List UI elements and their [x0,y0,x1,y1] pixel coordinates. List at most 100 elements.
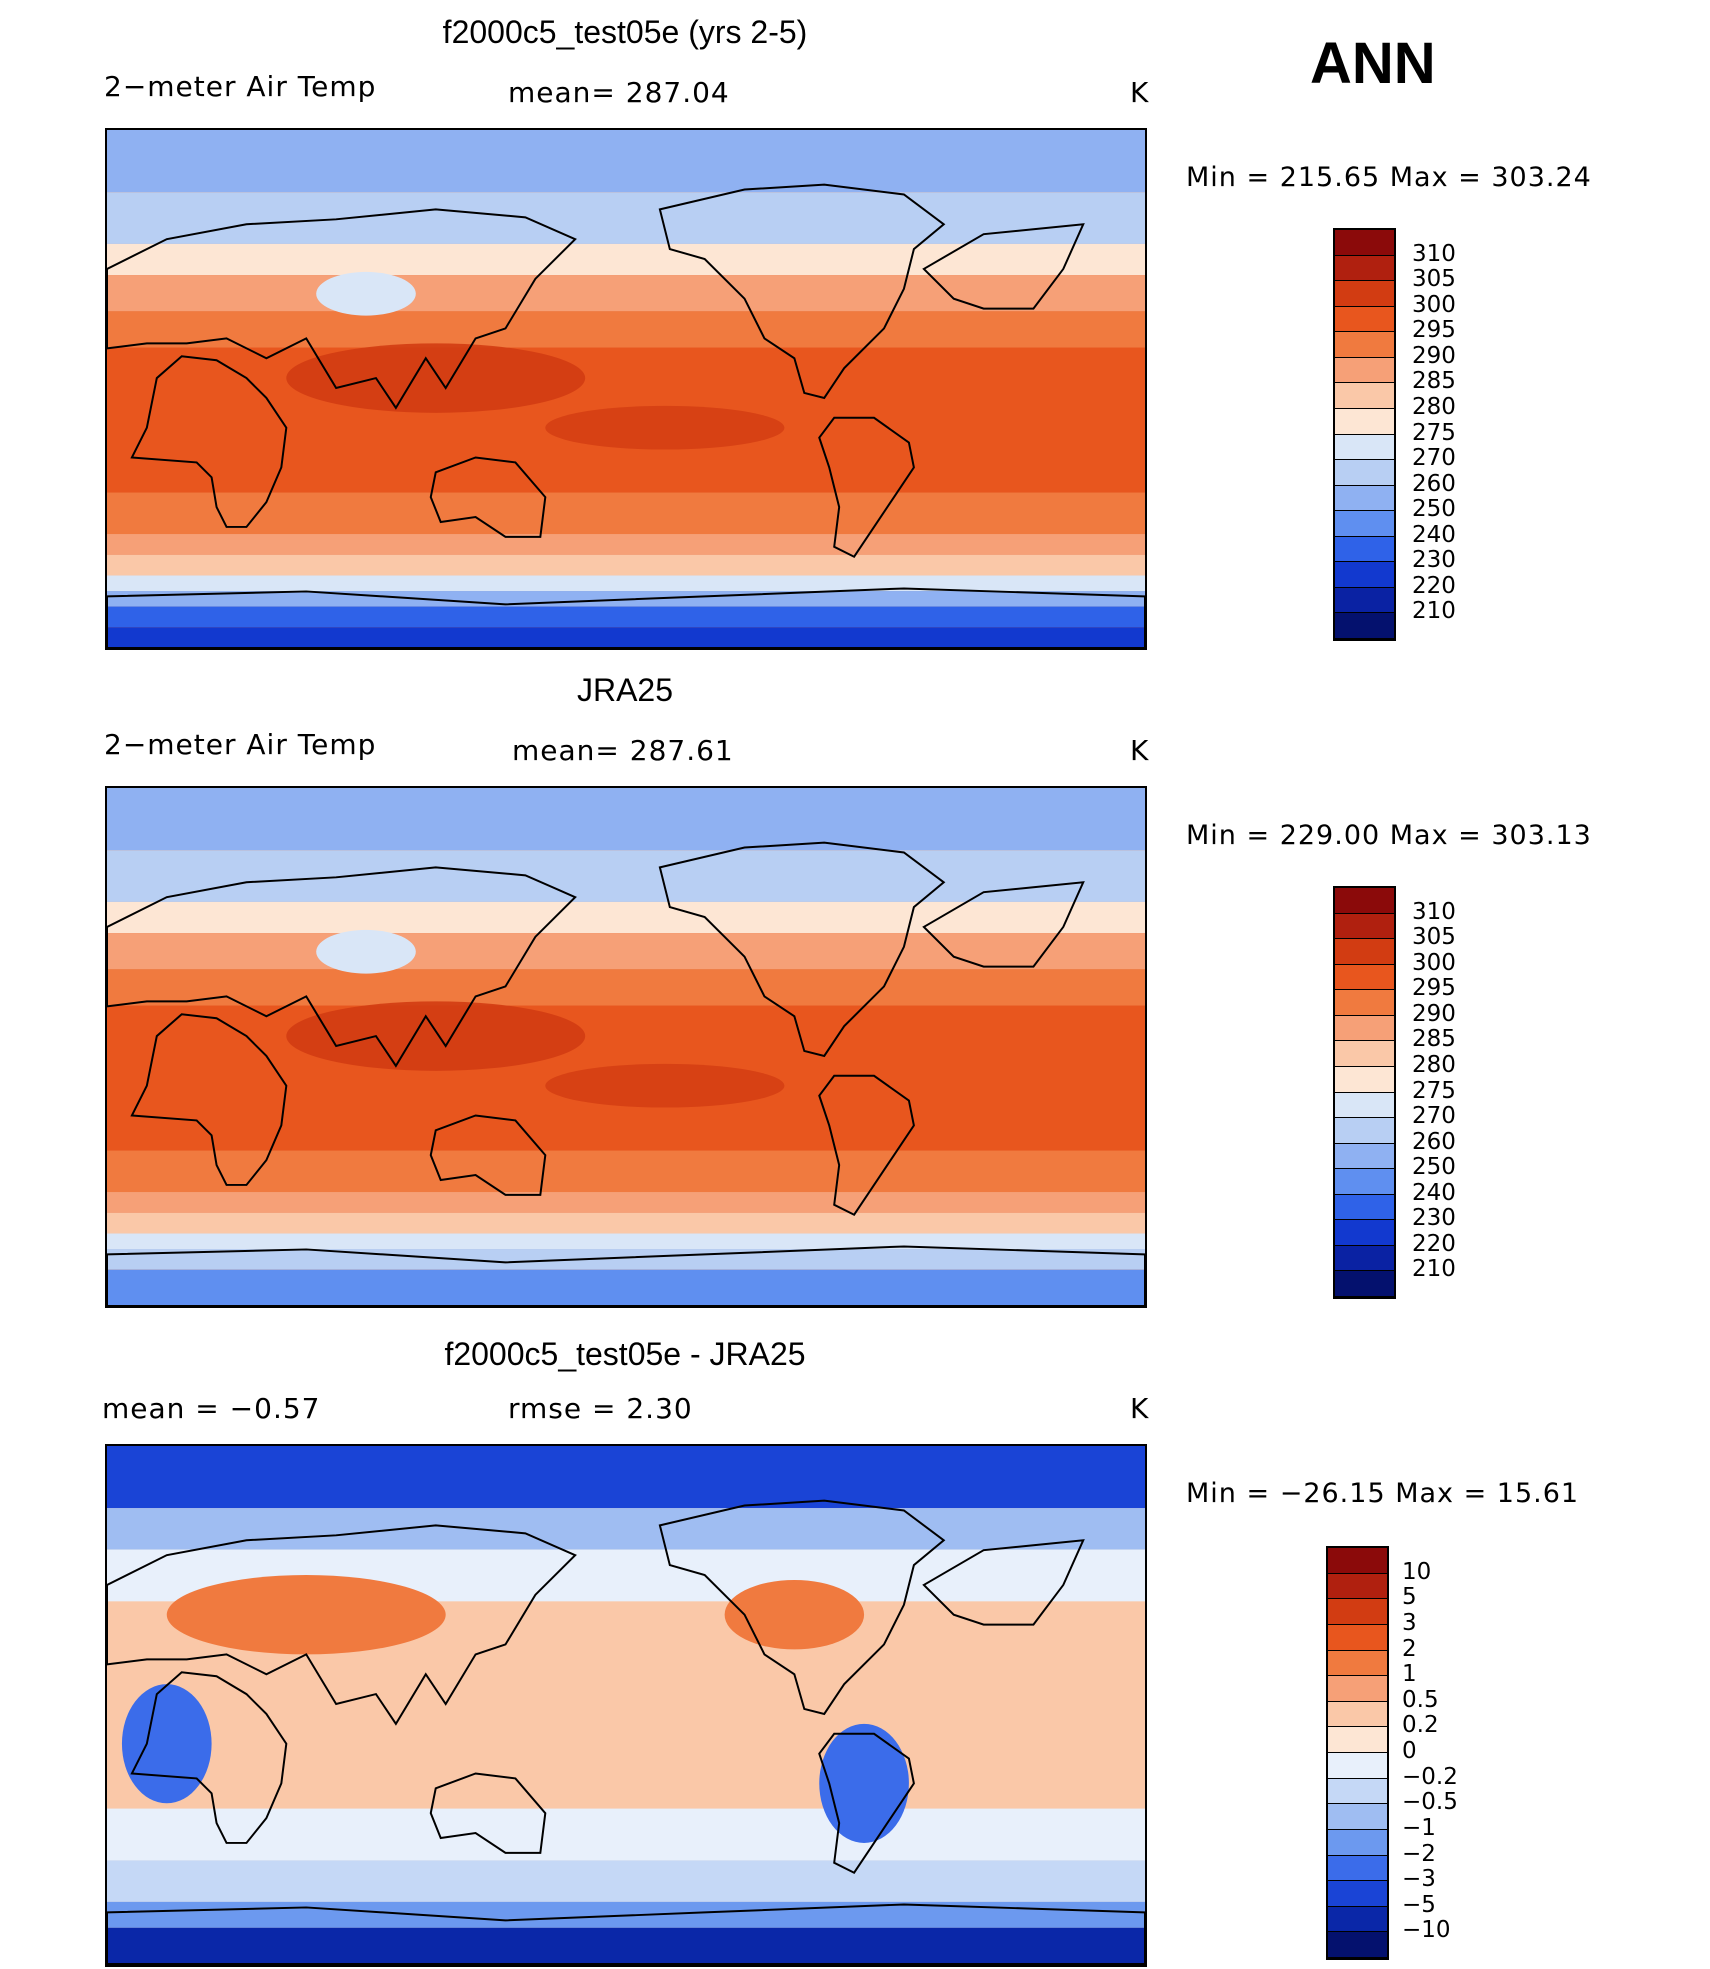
coastline [922,223,1085,310]
colorbar-swatch [1335,888,1394,914]
colorbar-tick-label: 250 [1412,496,1456,523]
colorbar-swatch [1335,587,1394,614]
colorbar-tick-label: 305 [1412,266,1456,293]
field-band [107,192,1145,244]
colorbar-swatch [1328,1573,1387,1600]
colorbar-swatch [1335,1169,1394,1195]
colorbar-swatch [1328,1727,1387,1753]
coastline [107,587,1145,648]
colorbar-swatch [1335,1092,1394,1119]
colorbar-swatch [1328,1624,1387,1651]
field-band [107,933,1145,970]
colorbar-swatch [1328,1701,1387,1728]
colorbar-tick-label: 240 [1412,1179,1456,1206]
colorbar-swatch [1335,230,1394,256]
colorbar-tick-label: 285 [1412,368,1456,395]
colorbar-tick-label: 300 [1412,291,1456,318]
colorbar-tick-label: 280 [1412,1051,1456,1078]
colorbar-swatch [1335,990,1394,1016]
coastline [658,1499,946,1716]
field-band [107,492,1145,535]
colorbar-tick-label: 210 [1412,598,1456,625]
colorbar-swatch [1335,1143,1394,1170]
panel-2-variable-label: 2−meter Air Temp [104,728,377,761]
panel-1-title: f2000c5_test05e (yrs 2-5) [442,14,808,50]
colorbar-swatch [1335,357,1394,384]
coastline [429,1772,547,1854]
panel-2-mean-label: mean= 287.61 [512,734,734,767]
colorbar-tick-label: 230 [1412,1205,1456,1232]
field-band [107,311,1145,348]
colorbar-swatch [1335,460,1394,486]
colorbar-tick-label: 270 [1412,1103,1456,1130]
panel-3-rmse-label: rmse = 2.30 [508,1392,693,1425]
colorbar-tick-label: 275 [1412,419,1456,446]
panel-1-min-max: Min = 215.65 Max = 303.24 [1186,162,1592,193]
colorbar-tick-label: 210 [1412,1256,1456,1283]
colorbar-tick-label: 290 [1412,342,1456,369]
field-band [107,1808,1145,1861]
panel-2-units: K [1130,734,1150,767]
colorbar-swatch [1335,281,1394,307]
colorbar-tick-label: 0 [1402,1738,1417,1764]
colorbar-tick-label: 295 [1412,317,1456,344]
field-band [107,243,1145,276]
warm-pool-region [286,1001,586,1071]
colorbar-swatch [1335,434,1394,461]
field-band [107,1150,1145,1193]
colorbar-swatch [1335,562,1394,588]
colorbar-tick-label: 2 [1402,1635,1417,1662]
colorbar-tick-label: 275 [1412,1077,1456,1104]
field-band [107,1269,1145,1306]
colorbar-tick-label: 305 [1412,924,1456,951]
colorbar-tick-label: 250 [1412,1154,1456,1181]
colorbar-tick-label: 1 [1402,1661,1417,1688]
colorbar-swatch [1328,1932,1387,1958]
field-band [107,1508,1145,1550]
field-band [107,1212,1145,1234]
colorbar-tick-label: 270 [1412,445,1456,472]
colorbar-tick-label: 10 [1402,1558,1432,1585]
coastline [429,456,547,538]
colorbar-swatch [1335,332,1394,358]
colorbar-tick-label: −3 [1402,1866,1436,1893]
panel-2-title: JRA25 [576,672,674,708]
coastline [107,1903,1145,1965]
colorbar-tick-label: −0.5 [1402,1789,1458,1816]
field-band [107,1860,1145,1902]
field-band [107,606,1145,628]
field-band [107,554,1145,576]
colorbar-swatch [1328,1804,1387,1830]
colorbar-tick-label: 285 [1412,1026,1456,1053]
colorbar-swatch [1328,1676,1387,1702]
colorbar-swatch [1328,1753,1387,1779]
field-band [107,534,1145,555]
colorbar-swatch [1335,383,1394,409]
colorbar-swatch [1328,1829,1387,1856]
colorbar-swatch [1335,1271,1394,1297]
colorbar-tick-label: −1 [1402,1814,1436,1841]
eurasia-warm-bias [166,1575,446,1655]
africa-cold-bias [121,1684,212,1804]
colorbar-tick-label: −0.2 [1402,1763,1458,1790]
colorbar-tick-label: −10 [1402,1917,1451,1944]
colorbar-swatch [1335,306,1394,333]
colorbar-tick-label: 0.5 [1402,1686,1439,1713]
season-label: ANN [1310,31,1436,96]
field-band [107,1446,1145,1509]
coastline [107,1524,577,1726]
field-band [107,788,1145,851]
colorbar-swatch [1335,485,1394,512]
panel-3-units: K [1130,1392,1150,1425]
colorbar-tick-label: 300 [1412,949,1456,976]
coastline [658,841,946,1058]
panel-3-colorbar [1326,1546,1389,1960]
colorbar-tick-label: −5 [1402,1891,1436,1918]
panel-3-colorbar-labels: 10 5 3 2 1 0.5 0.2 0 −0.2 −0.5 −1 −2 −3 −5 −10 [1402,1546,1542,1960]
south-america-cold-bias [819,1723,909,1843]
colorbar-swatch [1328,1548,1387,1574]
field-band [107,575,1145,592]
colorbar-tick-label: 280 [1412,393,1456,420]
coastline [107,866,577,1068]
panel-2-map [105,786,1147,1308]
